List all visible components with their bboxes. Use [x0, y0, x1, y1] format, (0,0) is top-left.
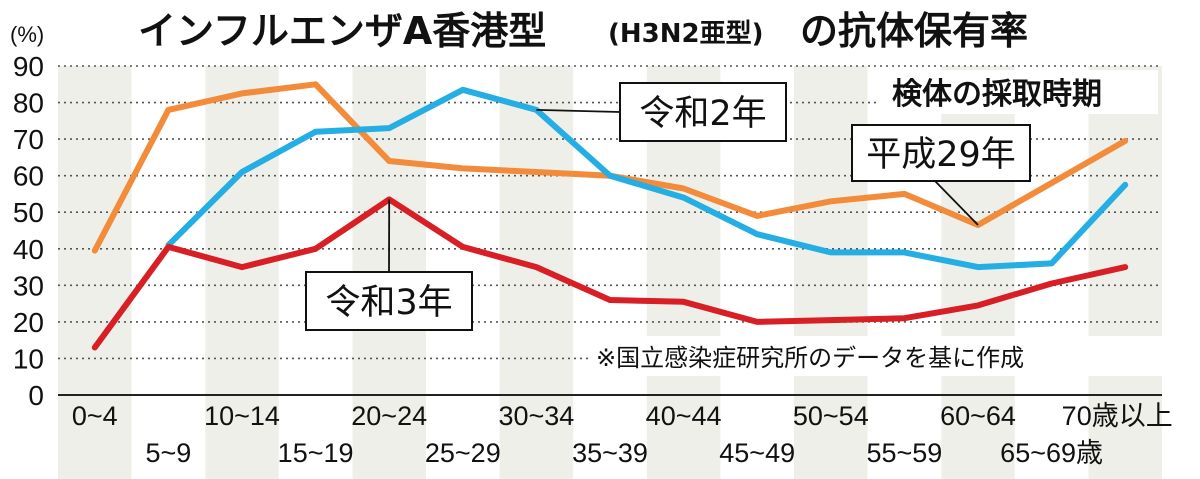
- x-tick-label: 0~4: [72, 401, 118, 431]
- y-tick-label: 10: [13, 343, 44, 374]
- x-tick-label: 65~69歳: [1000, 438, 1103, 468]
- chart-title-sub: (H3N2亜型): [608, 19, 763, 49]
- y-tick-label: 70: [13, 124, 44, 155]
- x-tick-labels: 0~4 5~9 10~14 15~19 20~24 25~29 30~34 35~39 40~4…: [72, 401, 1173, 468]
- callout-text: 平成29年: [866, 135, 1016, 175]
- callout-leader: [536, 109, 621, 113]
- series-label: 平成29年: [851, 124, 1031, 226]
- y-tick-label: 90: [13, 51, 44, 82]
- y-tick-label: 0: [28, 380, 44, 411]
- legend-title: 検体の採取時期: [892, 77, 1102, 112]
- callout-box: [851, 124, 1031, 182]
- y-tick-label: 60: [13, 161, 44, 192]
- x-tick-label: 45~49: [719, 438, 795, 468]
- y-axis-unit: (%): [10, 22, 44, 47]
- callout-text: 令和2年: [639, 94, 766, 134]
- x-tick-label: 5~9: [145, 438, 191, 468]
- x-tick-label: 60~64: [940, 401, 1016, 431]
- y-tick-label: 50: [13, 197, 44, 228]
- x-tick-label: 70歳以上: [1062, 401, 1173, 431]
- y-tick-label: 40: [13, 234, 44, 265]
- x-tick-label: 15~19: [278, 438, 354, 468]
- series-line: [165, 86, 1129, 271]
- series-label: 令和2年: [536, 82, 787, 142]
- source-note: ※国立感染症研究所のデータを基に作成: [596, 344, 1024, 372]
- series-label: 令和3年: [305, 199, 473, 331]
- y-tick-label: 30: [13, 270, 44, 301]
- x-tick-label: 20~24: [351, 401, 427, 431]
- callout-box: [619, 82, 787, 142]
- series-line: [91, 196, 1129, 351]
- x-tick-label: 25~29: [425, 438, 501, 468]
- y-tick-label: 20: [13, 307, 44, 338]
- legend-title-bg: [880, 70, 1158, 114]
- y-tick-label: 80: [13, 88, 44, 119]
- x-tick-label: 40~44: [646, 401, 722, 431]
- column-band: [58, 66, 132, 479]
- x-tick-label: 30~34: [498, 401, 574, 431]
- x-tick-label: 35~39: [572, 438, 648, 468]
- series-lines: [91, 81, 1129, 351]
- x-tick-label: 10~14: [204, 401, 280, 431]
- callout-text: 令和3年: [325, 283, 452, 323]
- source-note-bg: [588, 336, 1168, 376]
- chart-title-tail: の抗体保有率: [800, 9, 1028, 53]
- callout-box: [305, 271, 473, 331]
- x-tick-label: 50~54: [793, 401, 869, 431]
- column-band: [205, 66, 279, 479]
- x-tick-label: 55~59: [866, 438, 942, 468]
- chart-title: インフルエンザA香港型: [138, 9, 546, 53]
- callout-leader: [934, 180, 979, 226]
- y-tick-labels: 0 10 20 30 40 50 60 70 80 90: [13, 51, 44, 411]
